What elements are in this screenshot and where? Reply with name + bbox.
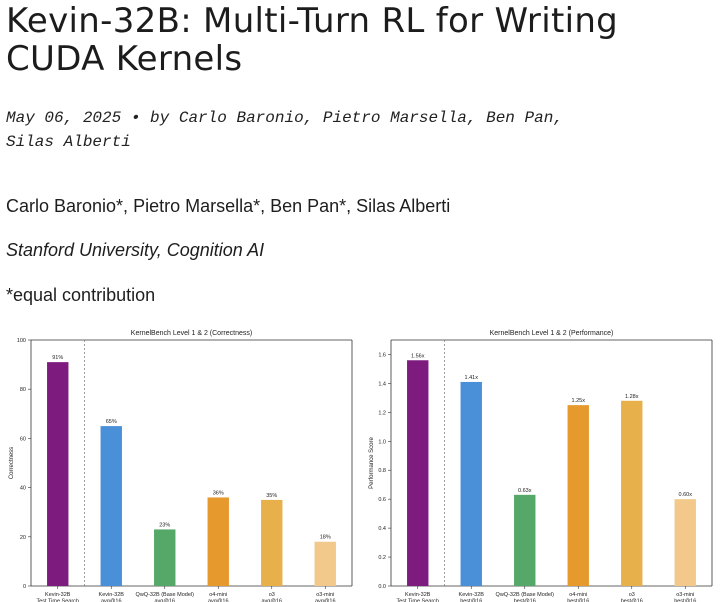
bar-value-label: 1.56x bbox=[411, 353, 425, 359]
x-tick-label: Kevin-32B bbox=[99, 592, 125, 598]
x-tick-label: Test Time Search bbox=[397, 599, 440, 602]
x-tick-label: best@16 bbox=[674, 599, 696, 602]
chart-bar bbox=[674, 499, 696, 586]
bar-value-label: 65% bbox=[106, 419, 117, 425]
chart-bar bbox=[100, 426, 122, 586]
page-title: Kevin-32B: Multi-Turn RL for Writing CUD… bbox=[6, 1, 619, 79]
x-tick-label: o4-mini bbox=[209, 592, 227, 598]
contribution-note: *equal contribution bbox=[6, 285, 156, 305]
bar-value-label: 91% bbox=[52, 355, 63, 361]
meta-separator: • bbox=[130, 109, 141, 127]
chart-bar bbox=[407, 360, 429, 586]
bar-value-label: 18% bbox=[320, 535, 331, 541]
bar-value-label: 36% bbox=[213, 490, 224, 496]
y-tick-label: 0.8 bbox=[378, 468, 386, 474]
y-tick-label: 1.2 bbox=[378, 410, 386, 416]
x-tick-label: avg@16 bbox=[261, 599, 282, 602]
chart-bar bbox=[567, 405, 589, 586]
y-tick-label: 0.0 bbox=[378, 584, 386, 590]
bar-value-label: 0.63x bbox=[518, 488, 532, 494]
x-tick-label: avg@16 bbox=[154, 599, 175, 602]
y-tick-label: 1.4 bbox=[378, 381, 386, 387]
y-tick-label: 100 bbox=[17, 338, 26, 344]
x-tick-label: avg@16 bbox=[315, 599, 336, 602]
x-tick-label: QwQ-32B (Base Model) bbox=[496, 592, 555, 598]
chart-bar bbox=[621, 400, 643, 586]
x-tick-label: avg@16 bbox=[101, 599, 122, 602]
bar-value-label: 35% bbox=[266, 493, 277, 499]
x-tick-label: o4-mini bbox=[569, 592, 587, 598]
chart-bar bbox=[207, 497, 229, 586]
x-tick-label: o3-mini bbox=[316, 592, 334, 598]
x-tick-label: Kevin-32B bbox=[45, 592, 71, 598]
bar-value-label: 0.60x bbox=[679, 492, 693, 498]
x-tick-label: o3-mini bbox=[676, 592, 694, 598]
x-tick-label: o3 bbox=[629, 592, 635, 598]
performance-chart: KernelBench Level 1 & 2 (Performance) Per… bbox=[369, 330, 713, 602]
y-tick-label: 80 bbox=[20, 387, 26, 393]
y-axis-label: Performance Score bbox=[369, 437, 375, 489]
x-tick-label: Kevin-32B bbox=[459, 592, 485, 598]
chart-bar bbox=[314, 541, 336, 586]
y-tick-label: 40 bbox=[20, 486, 26, 492]
post-byline: by Carlo Baronio, Pietro Marsella, Ben P… bbox=[6, 109, 563, 151]
bar-value-label: 23% bbox=[159, 522, 170, 528]
y-tick-label: 60 bbox=[20, 436, 26, 442]
x-tick-label: best@16 bbox=[621, 599, 643, 602]
affiliation: Stanford University, Cognition AI bbox=[6, 240, 265, 260]
y-tick-label: 1.6 bbox=[378, 352, 386, 358]
x-tick-label: o3 bbox=[269, 592, 275, 598]
x-tick-label: Test Time Search bbox=[37, 599, 80, 602]
post-date: May 06, 2025 bbox=[6, 109, 122, 127]
y-tick-label: 0.4 bbox=[378, 526, 386, 532]
bar-value-label: 1.28x bbox=[625, 394, 639, 400]
x-tick-label: avg@16 bbox=[208, 599, 229, 602]
correctness-chart: KernelBench Level 1 & 2 (Correctness) Cor… bbox=[9, 330, 353, 602]
y-tick-label: 20 bbox=[20, 535, 26, 541]
author-list: Carlo Baronio*, Pietro Marsella*, Ben Pa… bbox=[6, 196, 451, 216]
y-tick-label: 0 bbox=[23, 584, 26, 590]
bar-value-label: 1.25x bbox=[572, 398, 586, 404]
x-tick-label: best@16 bbox=[567, 599, 589, 602]
x-tick-label: QwQ-32B (Base Model) bbox=[136, 592, 195, 598]
chart-bar bbox=[261, 499, 283, 586]
bar-value-label: 1.41x bbox=[465, 375, 479, 381]
y-tick-label: 1.0 bbox=[378, 439, 386, 445]
chart-bar bbox=[460, 381, 482, 586]
chart-bar bbox=[154, 529, 176, 586]
chart-bar bbox=[47, 362, 69, 586]
y-tick-label: 0.2 bbox=[378, 555, 386, 561]
chart-bar bbox=[514, 494, 536, 586]
x-tick-label: Kevin-32B bbox=[405, 592, 431, 598]
x-tick-label: best@16 bbox=[460, 599, 482, 602]
x-tick-label: best@16 bbox=[514, 599, 536, 602]
chart-title: KernelBench Level 1 & 2 (Performance) bbox=[490, 330, 614, 337]
y-axis-label: Correctness bbox=[9, 447, 15, 479]
chart-title: KernelBench Level 1 & 2 (Correctness) bbox=[131, 330, 252, 337]
post-meta: May 06, 2025 • by Carlo Baronio, Pietro … bbox=[6, 106, 606, 154]
y-tick-label: 0.6 bbox=[378, 497, 386, 503]
